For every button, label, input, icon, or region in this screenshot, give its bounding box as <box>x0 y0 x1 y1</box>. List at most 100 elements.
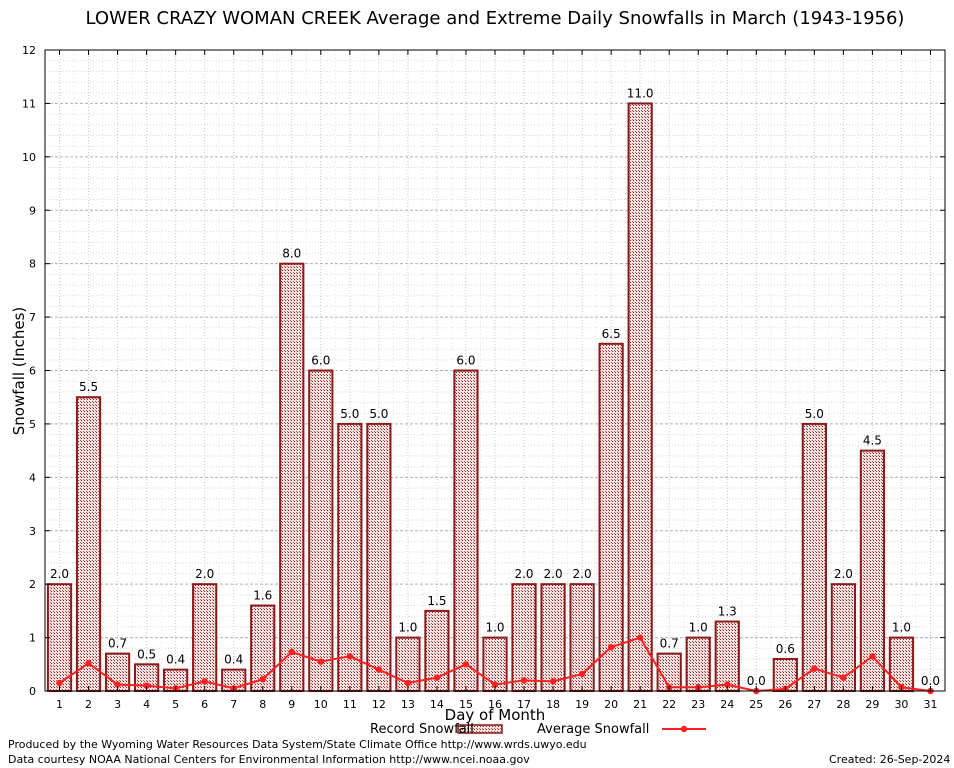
data-label-day-20: 6.5 <box>602 327 621 341</box>
average-point-day-27 <box>811 665 818 672</box>
data-label-day-13: 1.0 <box>398 621 417 635</box>
x-tick-label: 28 <box>836 698 850 711</box>
average-point-day-14 <box>433 674 441 681</box>
average-point-day-18 <box>549 678 557 685</box>
data-label-day-23: 1.0 <box>689 621 708 635</box>
bar-day-30 <box>888 636 915 692</box>
y-tick-label: 0 <box>29 685 36 698</box>
bar-day-18 <box>540 583 566 693</box>
data-label-day-6: 2.0 <box>195 567 214 581</box>
average-point-day-10 <box>317 658 325 665</box>
x-tick-label: 10 <box>314 698 328 711</box>
bar-day-11 <box>337 422 363 692</box>
bar-day-12 <box>366 422 392 692</box>
data-label-day-30: 1.0 <box>892 621 911 635</box>
data-label-day-10: 6.0 <box>311 354 330 368</box>
data-label-day-1: 2.0 <box>50 567 69 581</box>
y-tick-label: 5 <box>29 418 36 431</box>
data-label-day-9: 8.0 <box>282 247 301 261</box>
x-tick-label: 13 <box>401 698 415 711</box>
x-tick-label: 22 <box>662 698 676 711</box>
data-label-day-16: 1.0 <box>485 621 504 635</box>
average-point-day-20 <box>607 643 615 651</box>
data-label-day-15: 6.0 <box>456 354 475 368</box>
average-point-day-1 <box>56 679 63 687</box>
legend-average-label: Average Snowfall <box>537 722 650 737</box>
x-tick-label: 12 <box>372 698 386 711</box>
x-tick-label: 11 <box>343 698 357 711</box>
data-label-day-29: 4.5 <box>863 434 882 448</box>
y-tick-label: 11 <box>22 97 36 110</box>
x-tick-label: 14 <box>430 698 444 711</box>
y-axis-label: Snowfall (Inches) <box>10 306 28 436</box>
data-label-day-28: 2.0 <box>834 567 853 581</box>
data-label-day-8: 1.6 <box>253 589 272 603</box>
data-label-day-21: 11.0 <box>627 86 654 100</box>
data-label-day-26: 0.6 <box>776 642 795 656</box>
x-tick-label: 17 <box>517 698 531 711</box>
average-point-day-28 <box>840 674 847 681</box>
y-tick-label: 2 <box>29 578 36 591</box>
chart-title: LOWER CRAZY WOMAN CREEK Average and Extr… <box>85 8 905 29</box>
y-tick-label: 3 <box>29 525 36 538</box>
data-label-day-19: 2.0 <box>573 567 592 581</box>
footer-created: Created: 26-Sep-2024 <box>829 753 951 766</box>
bar-day-23 <box>685 636 711 692</box>
footer-produced-by: Produced by the Wyoming Water Resources … <box>8 738 587 751</box>
x-tick-label: 29 <box>865 698 879 711</box>
x-tick-label: 19 <box>575 698 589 711</box>
average-point-day-3 <box>114 681 121 688</box>
bar-day-17 <box>511 583 537 693</box>
x-tick-label: 15 <box>459 698 473 711</box>
x-tick-label: 30 <box>894 698 908 711</box>
data-label-day-2: 5.5 <box>79 380 98 394</box>
x-tick-label: 16 <box>488 698 502 711</box>
average-point-day-9 <box>288 648 295 656</box>
average-point-day-11 <box>346 653 354 660</box>
average-point-day-13 <box>404 679 412 687</box>
x-tick-label: 2 <box>85 698 92 711</box>
footer-courtesy: Data courtesy NOAA National Centers for … <box>8 753 530 766</box>
data-label-day-4: 0.5 <box>137 647 156 661</box>
average-point-day-4 <box>143 682 150 689</box>
bar-day-20 <box>598 342 624 692</box>
bar-day-6 <box>192 583 218 693</box>
data-label-day-7: 0.4 <box>224 653 243 667</box>
data-label-day-31: 0.0 <box>921 674 940 688</box>
bar-day-9 <box>279 262 305 692</box>
x-tick-label: 6 <box>201 698 208 711</box>
x-tick-label: 7 <box>230 698 237 711</box>
legend-record-label: Record Snowfall <box>370 722 474 737</box>
y-tick-label: 9 <box>29 204 36 217</box>
average-point-day-17 <box>520 677 528 684</box>
average-point-day-21 <box>636 634 644 641</box>
average-point-day-24 <box>724 681 731 688</box>
x-tick-label: 31 <box>923 698 937 711</box>
average-point-day-16 <box>491 681 499 688</box>
x-tick-label: 3 <box>114 698 121 711</box>
data-label-day-14: 1.5 <box>427 594 446 608</box>
data-label-day-22: 0.7 <box>660 637 679 651</box>
data-label-day-3: 0.7 <box>108 637 127 651</box>
x-tick-label: 18 <box>546 698 560 711</box>
bar-day-10 <box>308 369 334 692</box>
legend-record-swatch <box>457 724 503 734</box>
legend-average-marker <box>680 725 688 733</box>
data-label-day-18: 2.0 <box>544 567 563 581</box>
average-point-day-8 <box>259 676 266 683</box>
bar-day-21 <box>627 102 653 692</box>
data-label-day-12: 5.0 <box>369 407 388 421</box>
x-tick-label: 27 <box>807 698 821 711</box>
x-tick-label: 24 <box>720 698 734 711</box>
average-point-day-2 <box>85 660 92 667</box>
bar-day-2 <box>75 396 102 692</box>
x-tick-label: 8 <box>259 698 266 711</box>
bar-day-15 <box>453 369 479 692</box>
bar-day-1 <box>46 583 73 693</box>
x-tick-label: 23 <box>691 698 705 711</box>
x-tick-label: 20 <box>604 698 618 711</box>
data-label-day-11: 5.0 <box>340 407 359 421</box>
y-tick-label: 4 <box>29 471 36 484</box>
average-point-day-6 <box>201 678 208 685</box>
